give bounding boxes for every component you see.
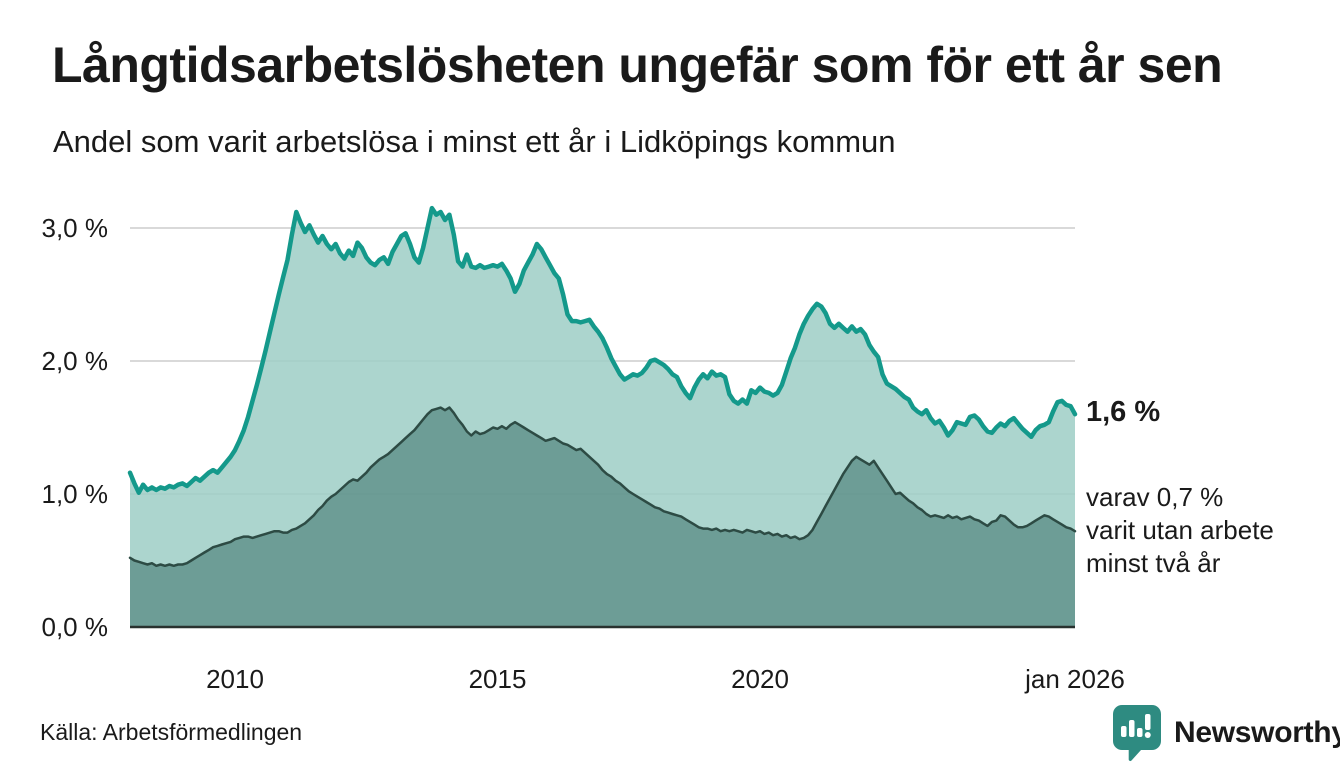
newsworthy-logo: Newsworthy — [1112, 704, 1340, 762]
newsworthy-icon — [1113, 705, 1161, 762]
series2-line — [128, 406, 1077, 568]
x-tick-label: 2010 — [206, 664, 264, 694]
secondary-annotation-line: varit utan arbete — [1086, 515, 1274, 545]
end-value-annotation: 1,6 % — [1086, 396, 1161, 429]
x-tick-label: jan 2026 — [1025, 664, 1125, 694]
source-caption: Källa: Arbetsförmedlingen — [40, 719, 303, 745]
y-tick-label: 2,0 % — [41, 346, 109, 376]
x-tick-label: 2015 — [468, 664, 527, 694]
series2-area — [130, 407, 1075, 627]
y-tick-label: 3,0 % — [41, 213, 109, 243]
page-title: Långtidsarbetslösheten ungefär som för e… — [52, 37, 1223, 93]
secondary-annotation-line: varav 0,7 % — [1086, 482, 1224, 512]
x-tick-label: 2020 — [731, 664, 789, 694]
secondary-annotation-line: minst två år — [1086, 548, 1221, 578]
bar-chart-glyph — [1121, 714, 1151, 738]
series1-line — [127, 205, 1078, 495]
chart-subtitle: Andel som varit arbetslösa i minst ett å… — [53, 124, 896, 159]
newsworthy-wordmark: Newsworthy — [1174, 716, 1340, 749]
secondary-value-annotation: varav 0,7 % varit utan arbete minst två år — [1086, 481, 1274, 580]
y-tick-label: 1,0 % — [41, 479, 109, 509]
y-tick-label: 0,0 % — [41, 612, 109, 642]
